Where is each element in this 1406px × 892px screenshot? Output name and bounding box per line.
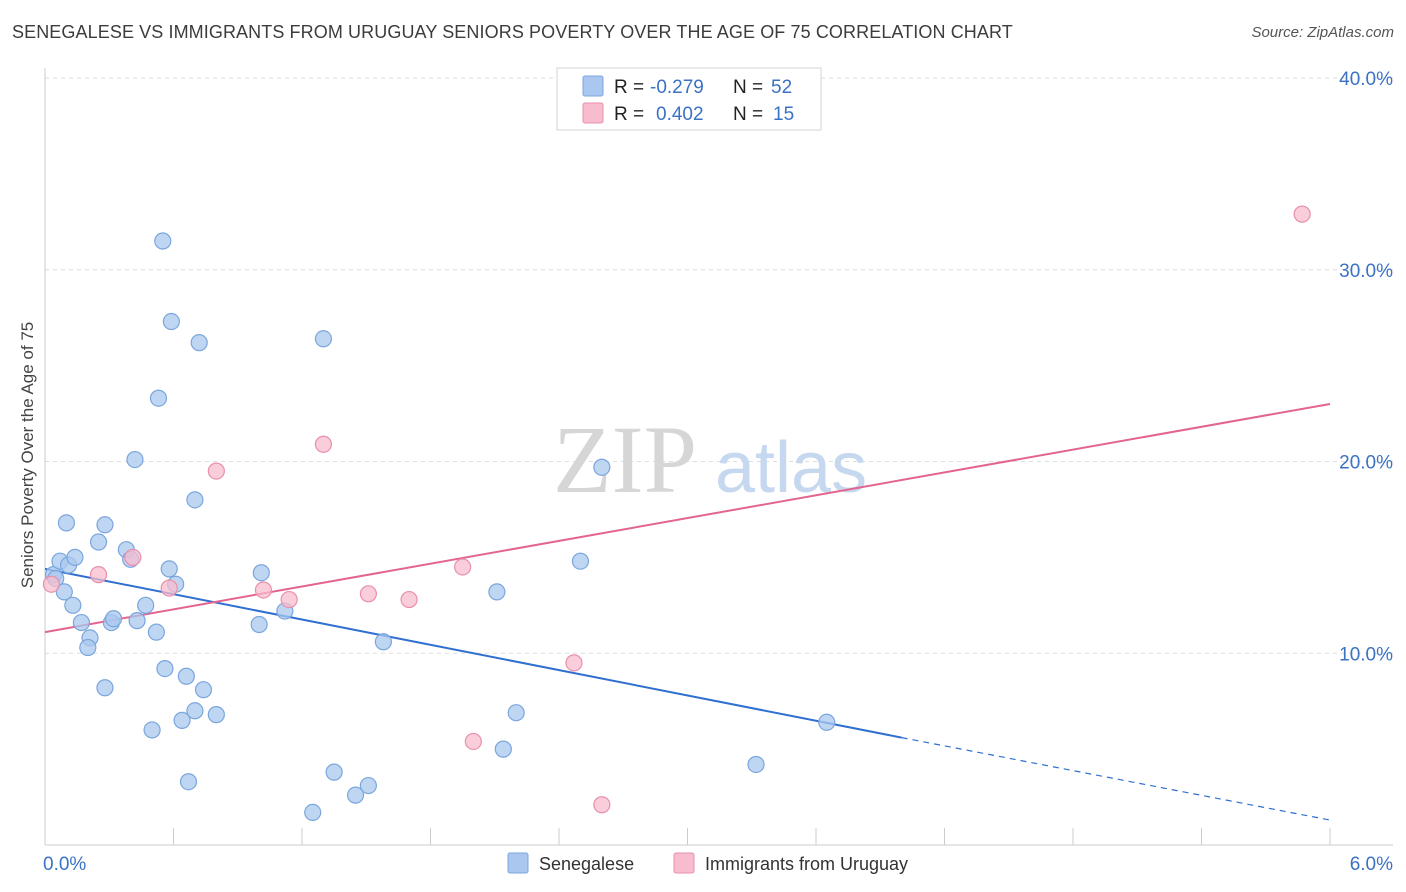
bottom-legend: Senegalese Immigrants from Uruguay bbox=[507, 852, 908, 874]
point-senegalese[interactable] bbox=[325, 763, 343, 781]
legend-n-label: N = bbox=[733, 77, 763, 98]
point-senegalese[interactable] bbox=[96, 516, 114, 534]
y-tick-label: 20.0% bbox=[1339, 453, 1393, 474]
bottom-legend-uruguay: Immigrants from Uruguay bbox=[705, 854, 908, 874]
point-senegalese[interactable] bbox=[154, 232, 172, 250]
x-tick-label: 6.0% bbox=[1350, 854, 1393, 875]
watermark: ZIP atlas bbox=[553, 406, 867, 513]
point-uruguay[interactable] bbox=[280, 590, 298, 609]
y-tick-label: 30.0% bbox=[1339, 261, 1393, 282]
axes bbox=[44, 68, 1393, 846]
legend-n-label: N = bbox=[733, 104, 763, 125]
point-uruguay[interactable] bbox=[254, 581, 273, 599]
chart-title: SENEGALESE VS IMMIGRANTS FROM URUGUAY SE… bbox=[12, 22, 1013, 42]
legend-r-label: R = bbox=[614, 77, 644, 98]
legend-box: R = -0.279 N = 52 R = 0.402 N = 15 bbox=[556, 67, 822, 131]
point-senegalese[interactable] bbox=[507, 704, 525, 722]
point-senegalese[interactable] bbox=[186, 491, 204, 509]
y-axis-label: Seniors Poverty Over the Age of 75 bbox=[18, 322, 37, 588]
x-tick-label: 0.0% bbox=[43, 854, 86, 875]
point-uruguay[interactable] bbox=[400, 590, 418, 609]
point-senegalese[interactable] bbox=[156, 659, 174, 678]
legend-swatch-pink bbox=[582, 102, 604, 124]
point-uruguay[interactable] bbox=[42, 575, 61, 593]
point-senegalese[interactable] bbox=[494, 740, 512, 758]
point-senegalese[interactable] bbox=[747, 755, 765, 774]
point-senegalese[interactable] bbox=[818, 713, 836, 731]
legend-n-value: 52 bbox=[771, 77, 792, 98]
point-senegalese[interactable] bbox=[79, 638, 97, 657]
legend-n-value: 15 bbox=[773, 104, 794, 125]
point-senegalese[interactable] bbox=[128, 612, 146, 630]
series-senegalese bbox=[44, 232, 836, 822]
y-tick-label: 40.0% bbox=[1339, 69, 1393, 90]
point-senegalese[interactable] bbox=[314, 330, 333, 348]
point-senegalese[interactable] bbox=[72, 613, 91, 632]
bottom-legend-swatch-pink bbox=[673, 852, 695, 874]
point-senegalese[interactable] bbox=[104, 610, 123, 628]
point-senegalese[interactable] bbox=[374, 633, 392, 651]
point-senegalese[interactable] bbox=[55, 583, 73, 601]
legend-swatch-blue bbox=[582, 75, 604, 97]
point-senegalese[interactable] bbox=[177, 667, 195, 685]
watermark-atlas: atlas bbox=[715, 428, 867, 508]
point-uruguay[interactable] bbox=[314, 435, 333, 453]
point-uruguay[interactable] bbox=[464, 732, 482, 751]
point-uruguay[interactable] bbox=[565, 654, 583, 672]
point-senegalese[interactable] bbox=[593, 458, 611, 476]
point-uruguay[interactable] bbox=[207, 462, 225, 480]
x-tick-labels: 0.0% 6.0% bbox=[43, 854, 1393, 875]
point-senegalese[interactable] bbox=[359, 776, 377, 795]
point-uruguay[interactable] bbox=[593, 796, 611, 814]
point-senegalese[interactable] bbox=[66, 548, 84, 566]
y-tick-labels: 10.0% 20.0% 30.0% 40.0% bbox=[1339, 69, 1393, 665]
point-senegalese[interactable] bbox=[190, 334, 208, 352]
legend-r-value: -0.279 bbox=[650, 77, 704, 98]
legend-r-value: 0.402 bbox=[656, 104, 704, 125]
point-senegalese[interactable] bbox=[304, 803, 322, 822]
point-uruguay[interactable] bbox=[454, 558, 472, 576]
point-senegalese[interactable] bbox=[96, 679, 114, 697]
trend-line-senegalese bbox=[44, 567, 902, 739]
legend-r-label: R = bbox=[614, 104, 644, 125]
point-senegalese[interactable] bbox=[64, 596, 82, 614]
point-senegalese[interactable] bbox=[160, 560, 178, 578]
watermark-zip: ZIP bbox=[553, 406, 697, 513]
point-senegalese[interactable] bbox=[126, 450, 144, 469]
point-senegalese[interactable] bbox=[346, 786, 365, 804]
point-senegalese[interactable] bbox=[571, 552, 590, 570]
point-senegalese[interactable] bbox=[149, 389, 168, 407]
point-senegalese[interactable] bbox=[143, 721, 161, 739]
point-senegalese[interactable] bbox=[57, 514, 76, 532]
point-senegalese[interactable] bbox=[194, 681, 213, 699]
point-uruguay[interactable] bbox=[160, 579, 178, 597]
point-uruguay[interactable] bbox=[359, 585, 377, 603]
point-senegalese[interactable] bbox=[173, 711, 191, 729]
point-uruguay[interactable] bbox=[89, 566, 108, 584]
series-uruguay bbox=[42, 205, 1311, 814]
y-tick-label: 10.0% bbox=[1339, 644, 1393, 665]
point-senegalese[interactable] bbox=[207, 706, 225, 724]
point-senegalese[interactable] bbox=[137, 596, 155, 614]
point-senegalese[interactable] bbox=[162, 312, 180, 331]
point-senegalese[interactable] bbox=[250, 615, 268, 634]
bottom-legend-swatch-blue bbox=[507, 852, 529, 874]
point-senegalese[interactable] bbox=[186, 702, 204, 720]
point-senegalese[interactable] bbox=[488, 583, 506, 601]
point-senegalese[interactable] bbox=[89, 533, 108, 551]
source-label: Source: ZipAtlas.com bbox=[1251, 24, 1394, 41]
point-senegalese[interactable] bbox=[179, 773, 198, 791]
trend-line-senegalese-extension bbox=[901, 737, 1331, 821]
point-uruguay[interactable] bbox=[1293, 205, 1311, 223]
point-senegalese[interactable] bbox=[147, 623, 165, 641]
grid-lines bbox=[45, 77, 1393, 654]
point-senegalese[interactable] bbox=[252, 564, 270, 582]
point-uruguay[interactable] bbox=[124, 548, 142, 566]
bottom-legend-senegalese: Senegalese bbox=[539, 854, 634, 874]
